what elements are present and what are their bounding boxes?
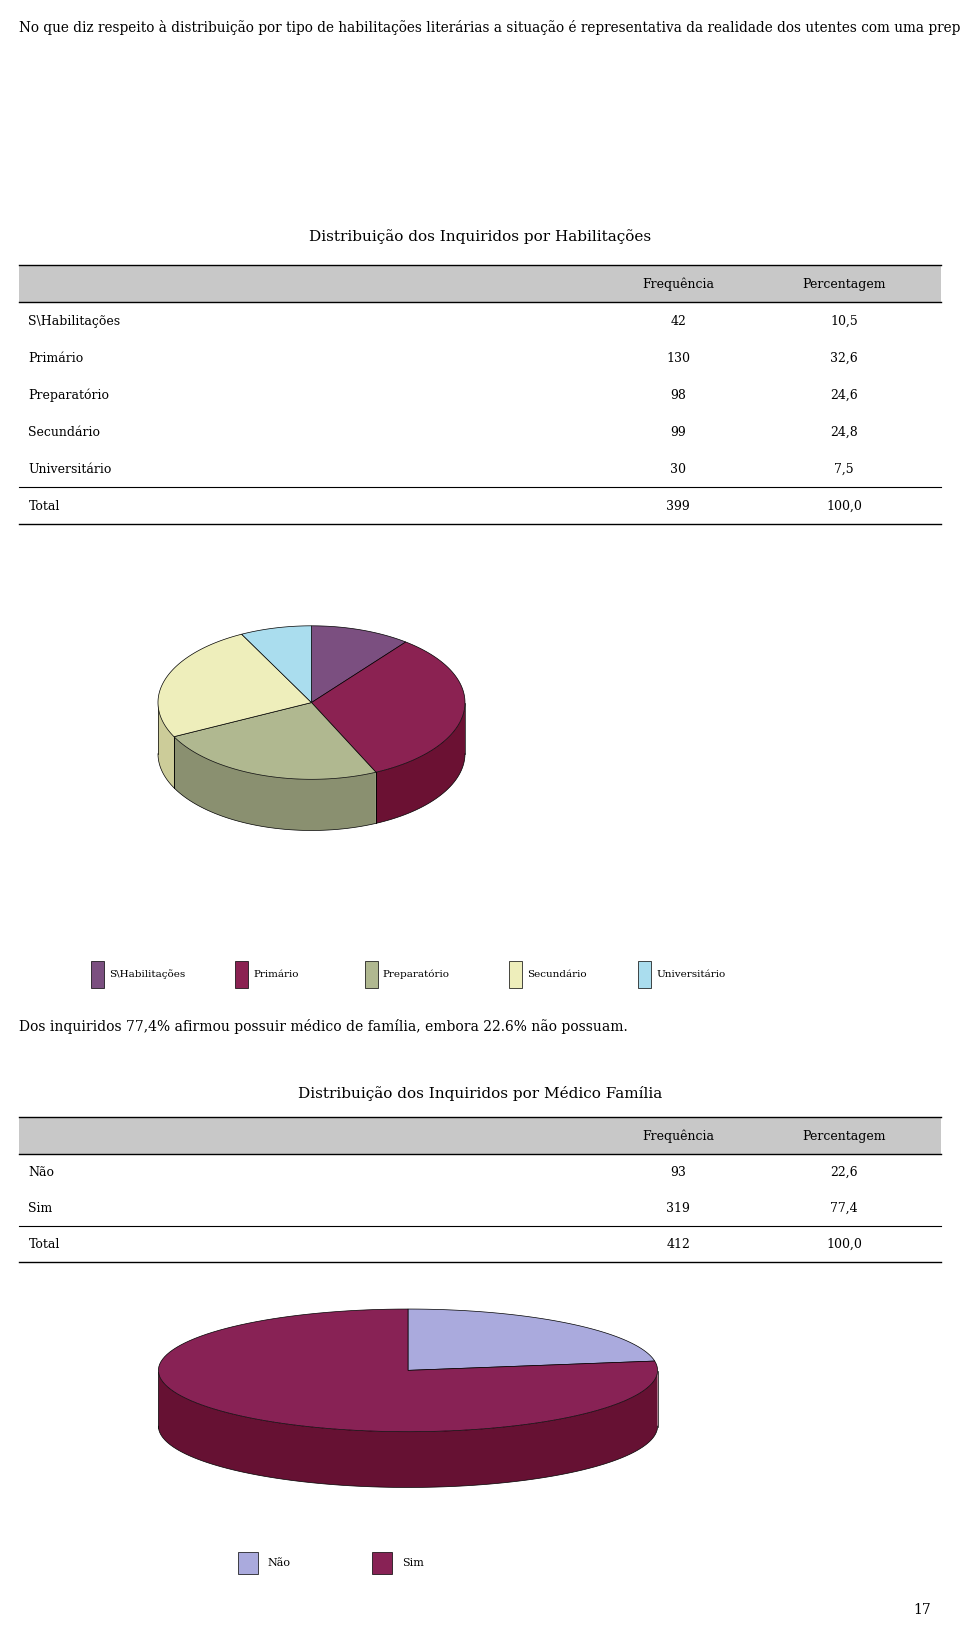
FancyBboxPatch shape	[19, 266, 941, 303]
Text: Universitário: Universitário	[657, 969, 726, 978]
Text: 24,8: 24,8	[830, 426, 858, 439]
FancyBboxPatch shape	[235, 960, 248, 988]
Text: 100,0: 100,0	[827, 500, 862, 513]
Text: 93: 93	[670, 1165, 686, 1178]
Text: 24,6: 24,6	[830, 388, 858, 402]
FancyBboxPatch shape	[238, 1552, 257, 1573]
Text: Percentagem: Percentagem	[803, 277, 886, 290]
Text: Preparatório: Preparatório	[383, 969, 450, 978]
FancyBboxPatch shape	[509, 960, 522, 988]
Polygon shape	[376, 703, 465, 824]
Text: Sim: Sim	[29, 1201, 53, 1214]
Text: No que diz respeito à distribuição por tipo de habilitações literárias a situaçã: No que diz respeito à distribuição por t…	[19, 20, 960, 34]
Text: Frequência: Frequência	[642, 277, 714, 290]
Text: 30: 30	[670, 462, 686, 475]
Text: Primário: Primário	[253, 969, 299, 978]
Text: Total: Total	[29, 500, 60, 513]
Text: 32,6: 32,6	[830, 351, 858, 364]
Text: 98: 98	[670, 388, 686, 402]
Text: Distribuição dos Inquiridos por Habilitações: Distribuição dos Inquiridos por Habilita…	[309, 228, 651, 244]
Text: Percentagem: Percentagem	[803, 1129, 886, 1142]
Text: Secundário: Secundário	[527, 969, 587, 978]
Text: 42: 42	[670, 315, 686, 328]
Text: 17: 17	[914, 1603, 931, 1616]
Text: Secundário: Secundário	[29, 426, 101, 439]
Polygon shape	[242, 626, 311, 703]
Polygon shape	[158, 634, 311, 738]
Text: S\Habilitações: S\Habilitações	[109, 969, 185, 978]
Polygon shape	[408, 1310, 655, 1370]
Text: Distribuição dos Inquiridos por Médico Família: Distribuição dos Inquiridos por Médico F…	[298, 1085, 662, 1101]
Text: 7,5: 7,5	[834, 462, 853, 475]
Polygon shape	[158, 1372, 658, 1488]
Text: 22,6: 22,6	[830, 1165, 858, 1178]
Text: Frequência: Frequência	[642, 1129, 714, 1142]
Text: Não: Não	[29, 1165, 55, 1178]
Text: 399: 399	[666, 500, 690, 513]
Text: 77,4: 77,4	[830, 1201, 858, 1214]
Text: Total: Total	[29, 1237, 60, 1251]
Polygon shape	[174, 703, 376, 780]
Polygon shape	[311, 642, 465, 772]
Polygon shape	[174, 738, 376, 831]
FancyBboxPatch shape	[19, 1118, 941, 1154]
FancyBboxPatch shape	[91, 960, 104, 988]
Polygon shape	[311, 626, 406, 703]
Text: S\Habilitações: S\Habilitações	[29, 315, 121, 328]
Text: 130: 130	[666, 351, 690, 364]
Text: 412: 412	[666, 1237, 690, 1251]
Text: 99: 99	[670, 426, 686, 439]
Text: 319: 319	[666, 1201, 690, 1214]
Polygon shape	[158, 703, 174, 788]
FancyBboxPatch shape	[638, 960, 651, 988]
FancyBboxPatch shape	[372, 1552, 392, 1573]
Text: Não: Não	[268, 1557, 291, 1567]
Polygon shape	[158, 1310, 658, 1432]
Text: Universitário: Universitário	[29, 462, 111, 475]
Text: 10,5: 10,5	[830, 315, 858, 328]
FancyBboxPatch shape	[365, 960, 378, 988]
Text: Preparatório: Preparatório	[29, 388, 109, 402]
Text: Sim: Sim	[402, 1557, 424, 1567]
Text: Dos inquiridos 77,4% afirmou possuir médico de família, embora 22.6% não possuam: Dos inquiridos 77,4% afirmou possuir méd…	[19, 1018, 628, 1034]
Text: Primário: Primário	[29, 351, 84, 364]
Text: 100,0: 100,0	[827, 1237, 862, 1251]
